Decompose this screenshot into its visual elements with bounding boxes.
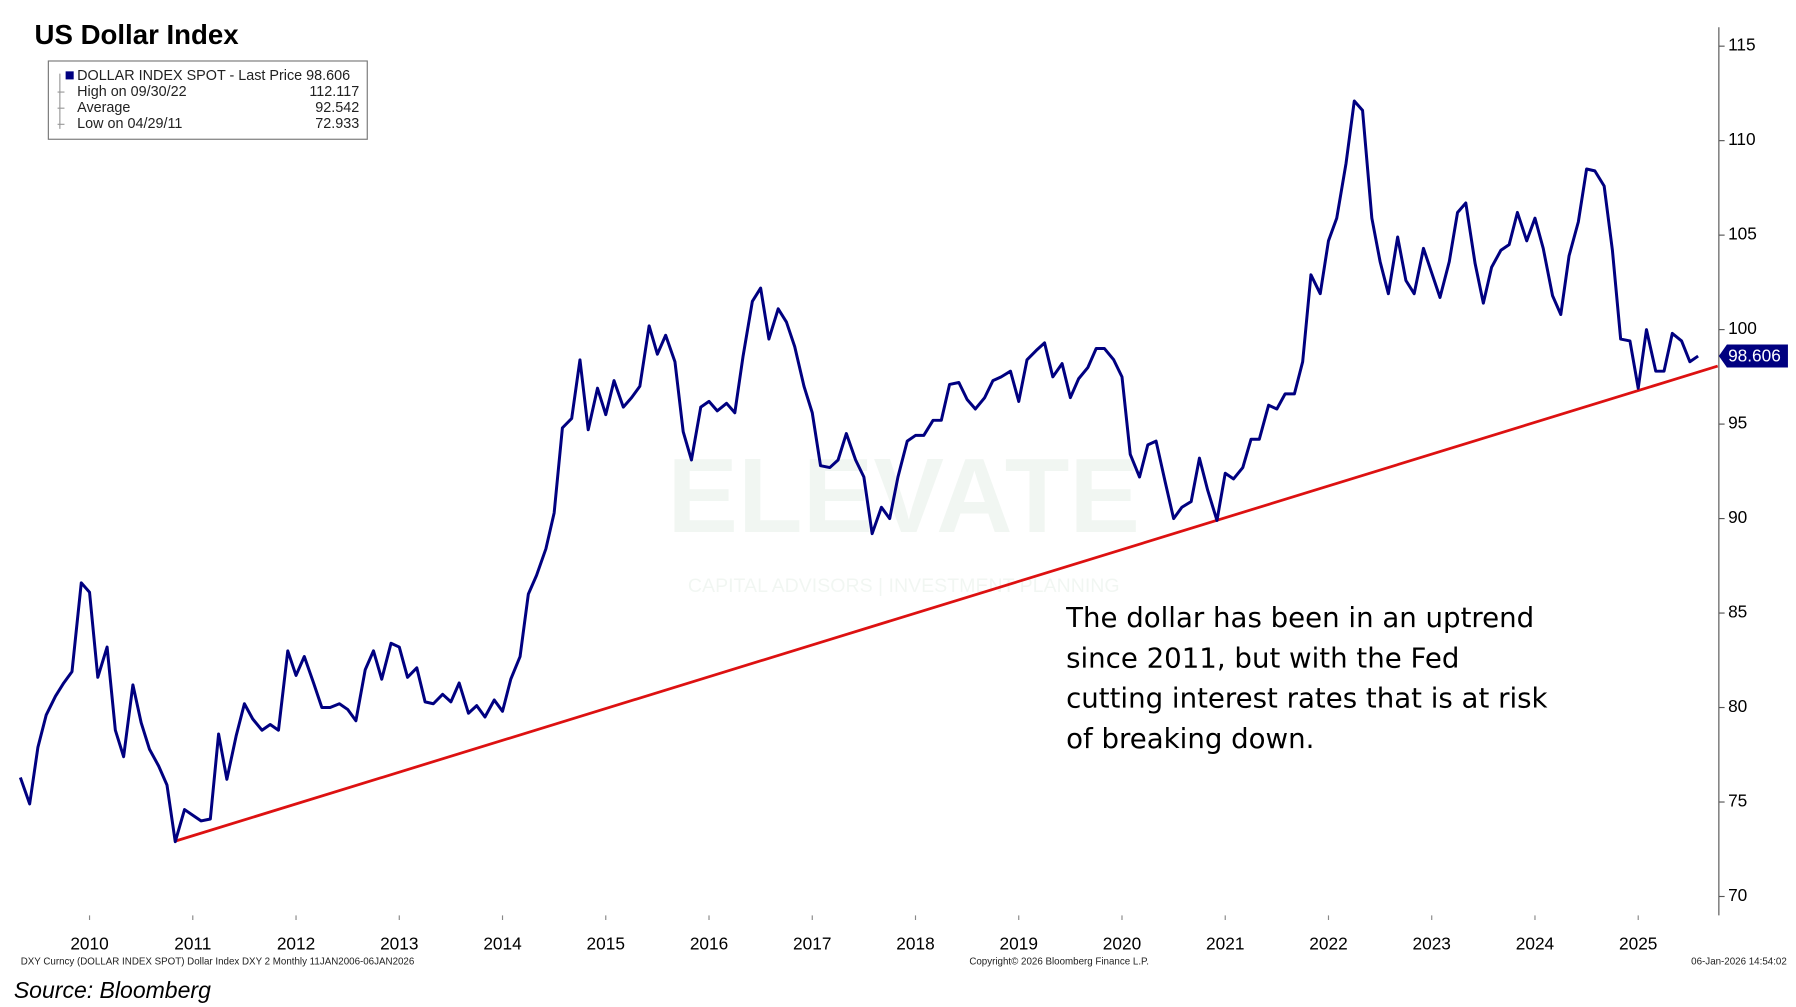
x-tick-label: 2023: [1413, 933, 1451, 953]
legend-row-label: Low on 04/29/11: [77, 116, 182, 132]
y-tick-label: 110: [1728, 129, 1756, 149]
annotation: of breaking down.: [1066, 722, 1314, 755]
legend-row-label: High on 09/30/22: [77, 84, 187, 100]
legend-row-value: 72.933: [315, 116, 359, 132]
legend-series: DOLLAR INDEX SPOT - Last Price 98.606: [77, 68, 350, 84]
y-tick-label: 70: [1728, 885, 1747, 905]
x-tick-label: 2019: [1000, 933, 1038, 953]
x-tick-label: 2014: [483, 933, 522, 953]
last-price-tag: [1718, 344, 1788, 368]
x-tick-label: 2015: [587, 933, 625, 953]
x-tick-label: 2018: [896, 933, 934, 953]
x-tick-label: 2012: [277, 933, 315, 953]
last-price-label: 98.606: [1728, 346, 1781, 366]
x-tick-label: 2021: [1206, 933, 1244, 953]
price-line: [18, 99, 1699, 844]
y-tick-label: 80: [1728, 696, 1747, 716]
legend-frame: [47, 60, 368, 140]
y-tick-label: 105: [1728, 224, 1757, 244]
x-tick-label: 2024: [1516, 933, 1555, 953]
legend-row-value: 112.117: [309, 84, 359, 100]
annotation: since 2011, but with the Fed: [1066, 641, 1459, 674]
legend-row-label: Average: [77, 100, 130, 116]
legend-tree: [57, 73, 65, 129]
x-tick-label: 2022: [1309, 933, 1347, 953]
x-tick-label: 2017: [793, 933, 831, 953]
y-tick-label: 85: [1728, 602, 1747, 622]
legend-swatch: [65, 71, 74, 80]
annotation: The dollar has been in an uptrend: [1065, 601, 1534, 634]
footer-center: Copyright© 2026 Bloomberg Finance L.P.: [969, 957, 1149, 968]
y-tick-label: 90: [1728, 507, 1747, 527]
y-tick-label: 115: [1728, 35, 1756, 55]
legend-box: DOLLAR INDEX SPOT - Last Price 98.606 Hi…: [47, 60, 368, 140]
x-tick-label: 2013: [380, 933, 418, 953]
watermark-tagline: CAPITAL ADVISORS | INVESTMENT PLANNING: [688, 575, 1120, 597]
legend-row-value: 92.542: [315, 100, 359, 116]
chart-title: US Dollar Index: [35, 19, 240, 50]
x-tick-label: 2025: [1619, 933, 1657, 953]
y-tick-label: 95: [1728, 413, 1747, 433]
x-tick-label: 2010: [70, 933, 108, 953]
annotation: cutting interest rates that is at risk: [1066, 682, 1547, 715]
source: Source: Bloomberg: [14, 977, 211, 1003]
trend-line: [174, 364, 1719, 843]
watermark: ELEVATE CAPITAL ADVISORS | INVESTMENT PL…: [667, 437, 1140, 597]
y-tick-label: 75: [1728, 791, 1747, 811]
x-tick-label: 2020: [1103, 933, 1141, 953]
footer-right: 06-Jan-2026 14:54:02: [1691, 957, 1787, 968]
x-tick-label: 2016: [690, 933, 728, 953]
y-tick-label: 100: [1728, 318, 1757, 338]
x-tick-label: 2011: [174, 933, 211, 953]
footer-left: DXY Curncy (DOLLAR INDEX SPOT) Dollar In…: [21, 957, 415, 968]
